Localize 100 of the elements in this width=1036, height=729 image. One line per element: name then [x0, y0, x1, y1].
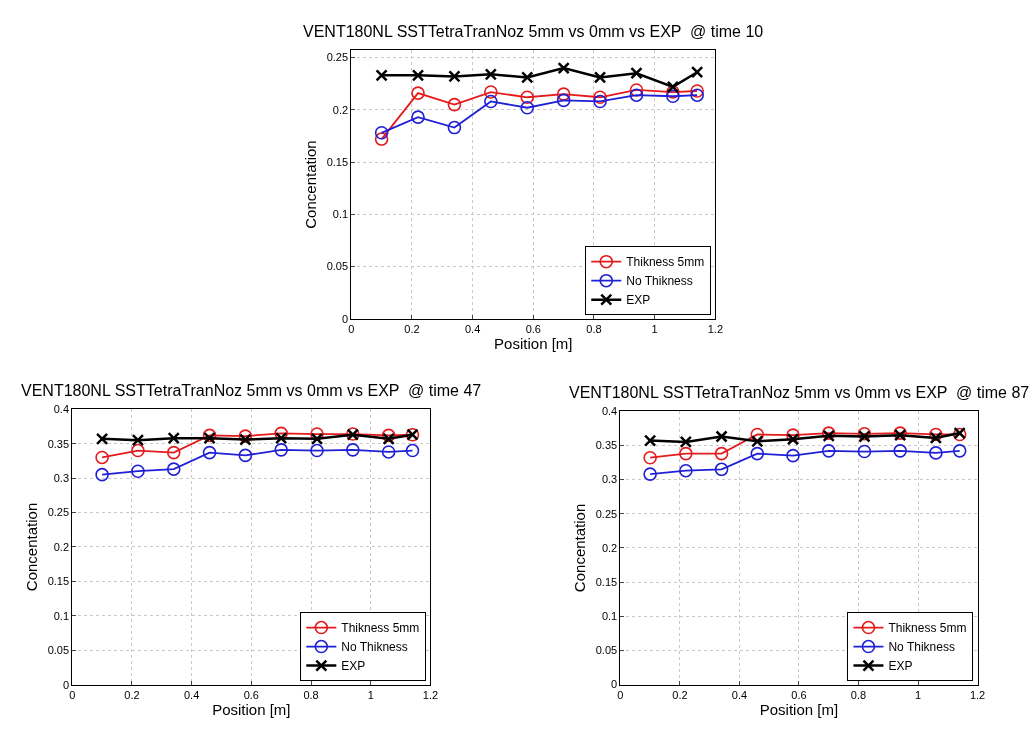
y-tick-label: 0.3: [53, 471, 70, 484]
point: [381, 445, 396, 459]
point: [447, 120, 462, 135]
legend-label: EXP: [341, 659, 366, 674]
legend-label: Thikness 5mm: [626, 255, 705, 270]
y-tick-label: 0: [62, 678, 70, 691]
point: [239, 433, 252, 446]
y-tick-label: 0.25: [326, 51, 349, 64]
x-tick-label: 1.2: [422, 688, 439, 701]
x-tick-label: 0.8: [850, 688, 867, 701]
point: [166, 445, 181, 460]
y-tick-label: 0.15: [326, 155, 349, 168]
y-tick-label: 0.4: [53, 403, 70, 416]
point: [448, 70, 461, 83]
point: [857, 426, 872, 441]
point: [629, 83, 644, 97]
point: [643, 467, 657, 481]
point: [95, 450, 109, 465]
point: [593, 94, 607, 109]
y-tick-label: 0.35: [47, 437, 70, 450]
point: [556, 93, 571, 108]
y-tick-label: 0: [611, 678, 618, 691]
point: [679, 446, 693, 461]
point: [643, 434, 657, 447]
point: [346, 443, 360, 457]
chart-title: VENT180NL SSTTetraTranNoz 5mm vs 0mm vs EXP @ time 10: [303, 23, 764, 40]
point: [786, 448, 800, 463]
y-tick-label: 0.1: [53, 609, 70, 622]
point: [95, 432, 109, 446]
y-tick-label: 0.2: [53, 540, 70, 553]
legend-label: EXP: [626, 293, 651, 308]
legend-label: EXP: [888, 659, 913, 674]
point: [411, 69, 425, 82]
point: [666, 80, 680, 94]
x-tick-label: 0.6: [243, 688, 259, 701]
point: [238, 429, 253, 443]
point: [520, 90, 535, 105]
point: [821, 444, 836, 458]
y-tick-label: 0.15: [595, 575, 618, 588]
legend-label: Thikness 5mm: [341, 621, 420, 636]
point: [274, 443, 288, 457]
point: [750, 446, 765, 461]
point: [751, 435, 764, 448]
x-tick-label: 0.2: [124, 688, 140, 701]
x-tick-label: 1.2: [707, 322, 723, 335]
y-tick-label: 0.2: [601, 541, 618, 554]
legend-label: No Thikness: [626, 274, 693, 289]
point: [593, 71, 607, 84]
y-tick-label: 0.4: [601, 405, 618, 418]
point: [375, 69, 388, 82]
point: [238, 448, 253, 463]
point: [382, 432, 395, 446]
y-tick-label: 0.15: [47, 575, 70, 588]
x-tick-label: 0.6: [791, 688, 807, 701]
point: [666, 89, 680, 104]
point: [131, 433, 145, 447]
point: [557, 61, 570, 75]
point: [131, 464, 145, 479]
point: [715, 430, 728, 443]
point: [166, 462, 181, 476]
point: [690, 88, 704, 102]
point: [411, 110, 425, 124]
point: [858, 430, 871, 443]
point: [405, 443, 420, 458]
point: [310, 432, 324, 446]
x-tick-label: 0.8: [586, 322, 602, 335]
point: [679, 463, 693, 478]
point: [857, 444, 872, 459]
legend-label: No Thikness: [341, 640, 408, 655]
y-tick-label: 0.05: [595, 644, 618, 657]
chart-title: VENT180NL SSTTetraTranNoz 5mm vs 0mm vs EXP @ time 47: [21, 382, 482, 399]
point: [679, 435, 693, 449]
legend-label: No Thikness: [888, 640, 955, 655]
x-tick-label: 0.4: [184, 688, 200, 701]
x-tick-label: 0.6: [525, 322, 541, 335]
x-axis-title: Position [m]: [759, 700, 839, 718]
x-axis-title: Position [m]: [494, 334, 573, 352]
y-tick-label: 0.1: [332, 208, 349, 221]
point: [690, 84, 704, 98]
point: [131, 443, 145, 458]
y-tick-label: 0: [341, 312, 349, 325]
point: [786, 433, 800, 446]
y-tick-label: 0.05: [47, 644, 70, 657]
point: [714, 446, 729, 461]
point: [167, 431, 180, 445]
point: [274, 431, 288, 445]
x-tick-label: 0.8: [303, 688, 319, 701]
y-axis-title: Concentation: [571, 503, 588, 593]
x-tick-label: 1: [367, 688, 374, 701]
point: [447, 97, 462, 112]
x-tick-label: 1: [651, 322, 658, 335]
point: [593, 90, 607, 105]
y-axis-title: Concentation: [22, 502, 40, 592]
y-tick-label: 0.05: [326, 260, 349, 273]
point: [484, 85, 498, 99]
point: [381, 428, 396, 443]
point: [374, 132, 389, 146]
point: [484, 68, 498, 81]
y-axis-title: Concentation: [301, 140, 319, 229]
point: [666, 85, 680, 99]
